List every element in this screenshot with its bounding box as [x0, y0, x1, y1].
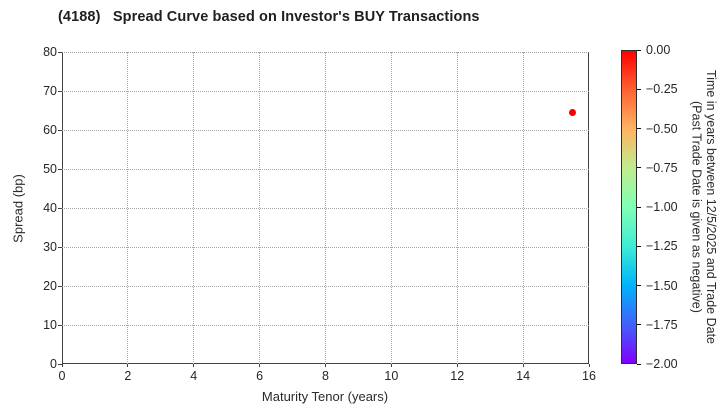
colorbar-tick	[637, 88, 641, 90]
x-tick-label: 2	[124, 369, 132, 383]
colorbar-tick-label: −0.75	[646, 160, 678, 175]
y-tick-label: 10	[43, 318, 57, 332]
y-tick-label: 40	[43, 201, 57, 215]
colorbar-label: Time in years between 12/5/2025 and Trad…	[689, 50, 719, 364]
x-tick-label: 14	[516, 369, 531, 383]
x-tick-label: 10	[384, 369, 399, 383]
x-tick	[259, 364, 261, 367]
colorbar-tick-label: −1.50	[646, 278, 678, 293]
y-tick-label: 50	[43, 162, 57, 176]
colorbar-tick	[637, 245, 641, 247]
colorbar-label-line2: (Past Trade Date is given as negative)	[689, 101, 704, 313]
x-tick	[193, 364, 195, 367]
colorbar-tick-label: 0.00	[646, 43, 671, 57]
x-tick	[588, 364, 590, 367]
x-axis-label: Maturity Tenor (years)	[261, 389, 389, 404]
y-tick	[58, 324, 62, 326]
x-tick	[456, 364, 458, 367]
x-tick-label: 8	[322, 369, 329, 383]
x-tick-label: 16	[582, 369, 596, 383]
plot-area	[62, 52, 589, 364]
x-tick	[522, 364, 524, 367]
x-tick	[325, 364, 326, 367]
y-tick	[58, 51, 62, 53]
y-tick-label: 80	[43, 45, 57, 59]
chart-title: (4188) Spread Curve based on Investor's …	[58, 9, 480, 25]
colorbar-tick	[637, 128, 641, 129]
x-tick	[390, 364, 392, 367]
y-tick	[58, 285, 62, 287]
y-tick-label: 20	[43, 279, 57, 293]
y-tick-label: 30	[43, 240, 57, 254]
colorbar-tick	[637, 167, 641, 169]
x-tick	[61, 364, 63, 367]
colorbar-tick-label: −1.00	[646, 200, 678, 214]
y-tick	[58, 207, 62, 209]
y-tick	[58, 246, 62, 248]
data-point	[569, 109, 577, 117]
colorbar-tick	[637, 324, 641, 326]
x-tick-label: 0	[58, 369, 66, 383]
colorbar-tick-label: −0.25	[646, 82, 678, 97]
colorbar-gradient	[621, 50, 637, 364]
colorbar-tick-label: −2.00	[646, 357, 678, 371]
colorbar-tick-label: −1.75	[646, 317, 678, 332]
x-tick-label: 6	[256, 369, 264, 383]
y-tick	[58, 168, 62, 170]
colorbar-label-line1: Time in years between 12/5/2025 and Trad…	[704, 69, 718, 344]
y-tick	[58, 363, 62, 365]
colorbar-tick	[637, 363, 641, 365]
x-tick-label: 12	[450, 369, 465, 383]
colorbar-tick-label: −1.25	[646, 239, 678, 254]
y-tick	[58, 90, 62, 92]
y-tick-label: 0	[50, 357, 57, 371]
y-tick-label: 60	[43, 123, 57, 137]
x-tick-label: 4	[190, 369, 198, 383]
colorbar-tick	[637, 285, 641, 286]
colorbar-tick	[637, 206, 641, 208]
y-tick-label: 70	[43, 84, 57, 98]
colorbar-tick-label: −0.50	[646, 121, 678, 136]
y-tick	[58, 129, 62, 131]
x-tick	[127, 364, 129, 367]
colorbar-tick	[637, 49, 641, 51]
